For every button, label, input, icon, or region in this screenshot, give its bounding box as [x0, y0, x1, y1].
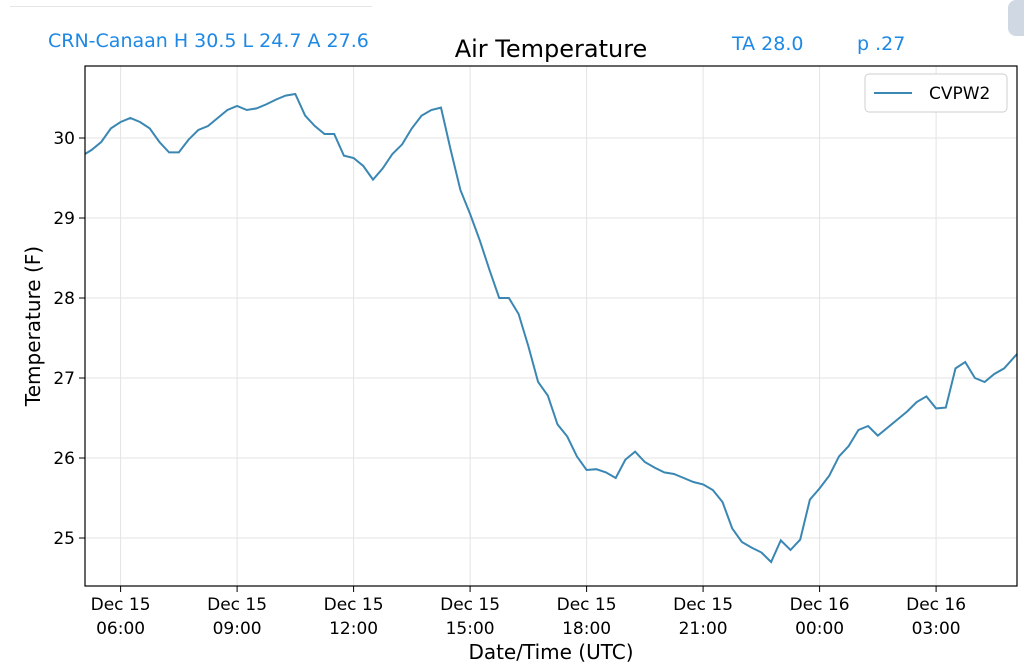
x-tick-label-time: 12:00	[329, 619, 378, 639]
y-tick-label: 29	[53, 209, 75, 229]
ta-value-text[interactable]: TA 28.0	[732, 33, 804, 55]
x-tick-label-time: 21:00	[679, 619, 728, 639]
y-tick-label: 28	[53, 289, 75, 309]
legend-label: CVPW2	[929, 84, 990, 104]
x-tick-label-time: 00:00	[795, 619, 844, 639]
grid-lines	[85, 66, 1017, 586]
y-tick-label: 26	[53, 449, 75, 469]
plot-frame	[84, 65, 1018, 587]
x-tick-label-date: Dec 15	[673, 595, 733, 615]
y-axis-label: Temperature (F)	[21, 246, 45, 407]
chart-title: Air Temperature	[455, 35, 648, 63]
top-divider	[10, 6, 372, 7]
x-tick-label-date: Dec 16	[790, 595, 850, 615]
y-tick-label: 25	[53, 529, 75, 549]
x-axis-ticks: Dec 15 06:00 Dec 15 09:00 Dec 15 12:00 Dec 15 1…	[91, 586, 966, 639]
x-tick-label-time: 09:00	[213, 619, 262, 639]
x-tick-label-date: Dec 15	[91, 595, 151, 615]
legend: CVPW2	[864, 73, 1008, 113]
x-tick-label-time: 18:00	[562, 619, 611, 639]
x-tick-label-date: Dec 15	[207, 595, 267, 615]
station-summary-text[interactable]: CRN-Canaan H 30.5 L 24.7 A 27.6	[48, 30, 369, 52]
x-tick-label-date: Dec 16	[906, 595, 966, 615]
y-axis-ticks: 25 26 27 28 29 30	[53, 129, 85, 549]
x-tick-label-date: Dec 15	[557, 595, 617, 615]
y-tick-label: 30	[53, 129, 75, 149]
x-tick-label-date: Dec 15	[440, 595, 500, 615]
x-tick-label-time: 06:00	[96, 619, 145, 639]
x-tick-label-time: 03:00	[912, 619, 961, 639]
x-tick-label-date: Dec 15	[324, 595, 384, 615]
y-tick-label: 27	[53, 369, 75, 389]
x-axis-label: Date/Time (UTC)	[468, 640, 633, 664]
legend-box	[864, 73, 1008, 113]
series-line-cvpw2	[84, 92, 1018, 564]
p-value-text[interactable]: p .27	[857, 33, 906, 55]
corner-tab-handle[interactable]	[1008, 0, 1024, 36]
x-tick-label-time: 15:00	[446, 619, 495, 639]
